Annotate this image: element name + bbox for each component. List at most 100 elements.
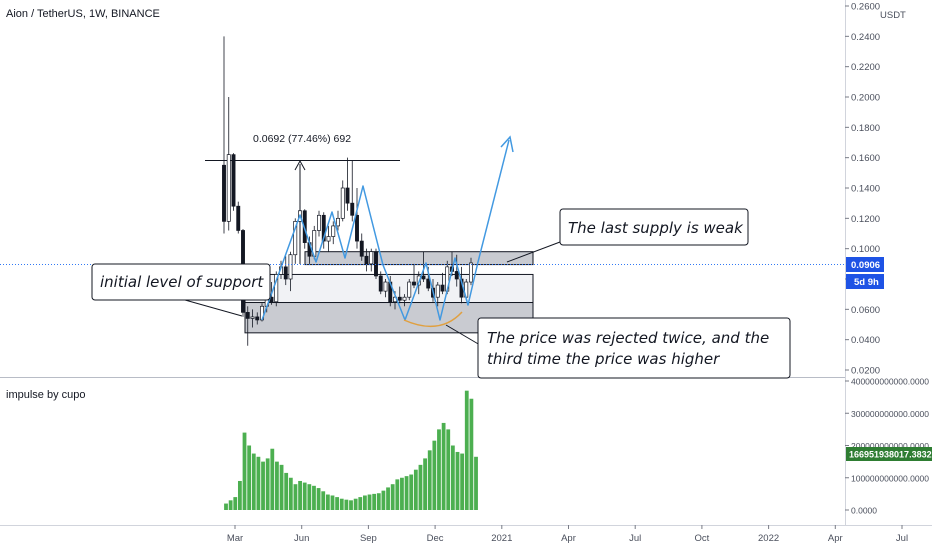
candle	[383, 281, 388, 292]
time-axis[interactable]: Mar Jun Sep Dec 2021 Apr Jul Oct 2022 Apr Jul	[227, 525, 908, 544]
callout-support-box	[91, 263, 271, 301]
indicator-bar	[455, 451, 460, 510]
price-tick-label: 0.0200	[851, 366, 880, 377]
indicator-value-badge: 166951938017.3832	[846, 447, 932, 461]
candle	[326, 236, 331, 242]
last-price-badge-bg	[846, 257, 884, 272]
candle	[350, 202, 355, 216]
price-tick-label: 0.1800	[851, 123, 880, 134]
indicator-bar	[335, 497, 340, 510]
indicator-bar	[432, 440, 437, 510]
indicator-bar	[265, 458, 270, 510]
candle	[250, 316, 255, 319]
indicator-bar	[381, 490, 386, 510]
callout-supply[interactable]: The last supply is weak	[506, 208, 749, 263]
candle	[426, 278, 431, 289]
indicator-bar	[386, 487, 390, 510]
indicator-bar	[298, 480, 302, 510]
indicator-bar	[256, 456, 261, 510]
indicator-bar	[284, 472, 289, 510]
candle	[222, 164, 226, 222]
time-tick-label: Sep	[360, 533, 377, 544]
indicator-bar	[321, 491, 326, 510]
indicator-bar	[325, 494, 330, 510]
candle	[317, 214, 321, 231]
countdown-badge: 5d 9h	[846, 274, 884, 289]
callout-rejection-line2: third time the price was higher	[487, 350, 720, 368]
indicator-bar	[275, 461, 279, 510]
indicator-bar	[437, 429, 441, 510]
chart-title: Aion / TetherUS, 1W, BINANCE	[6, 8, 160, 20]
indicator-bar	[367, 494, 372, 510]
candle	[407, 281, 412, 298]
candle	[255, 316, 260, 321]
indicator-bar	[358, 497, 363, 510]
indicator-bar	[418, 464, 423, 510]
candle	[359, 240, 364, 257]
callout-rejection-line1: The price was rejected twice, and the	[487, 329, 769, 347]
indicator-bar	[330, 495, 335, 510]
callout-supply-text: The last supply is weak	[568, 219, 744, 237]
candle	[364, 255, 369, 265]
candle	[374, 251, 378, 277]
indicator-bar	[460, 453, 465, 510]
time-tick-label: Jul	[896, 533, 908, 544]
indicator-bar	[353, 498, 358, 510]
indicator-bar	[261, 461, 265, 510]
indicator-tick-label: 400000000000.0000	[851, 377, 929, 387]
measure-tool[interactable]: 0.0692 (77.46%) 692	[205, 133, 400, 264]
candle	[274, 274, 279, 303]
indicator-bar	[349, 500, 353, 510]
callout-rejection-pointer	[445, 324, 481, 346]
projection-arrow-head	[500, 135, 514, 153]
indicator-axis[interactable]: 0.0000 100000000000.0000 200000000000.0000…	[845, 377, 929, 516]
price-tick-label: 0.0600	[851, 305, 880, 316]
indicator-bar	[376, 493, 381, 510]
candle	[402, 296, 407, 301]
candle	[378, 275, 383, 292]
indicator-bar	[464, 390, 469, 510]
time-tick-label: Dec	[427, 533, 444, 544]
currency-label: USDT	[880, 10, 906, 21]
price-tick-label: 0.2000	[851, 93, 880, 104]
indicator-bar	[316, 488, 321, 510]
zone-supply[interactable]	[304, 251, 534, 266]
indicator-bar	[372, 493, 377, 510]
indicator-bar	[474, 456, 478, 510]
price-tick-label: 0.2200	[851, 62, 880, 73]
candle	[355, 214, 359, 242]
candle	[236, 205, 241, 231]
indicator-bar	[469, 398, 474, 510]
last-price-value: 0.0906	[851, 260, 880, 271]
callout-rejection[interactable]: The price was rejected twice, and the th…	[445, 317, 791, 379]
price-tick-label: 0.1400	[851, 184, 880, 195]
callout-supply-pointer	[506, 241, 561, 263]
callout-rejection-box	[477, 317, 791, 379]
candle	[226, 154, 231, 222]
time-tick-label: Apr	[828, 533, 843, 544]
indicator-bar	[293, 484, 298, 510]
indicator-bar	[247, 445, 252, 510]
indicator-last-value: 166951938017.3832	[849, 450, 932, 460]
indicator-bar	[251, 453, 256, 510]
callout-supply-box	[559, 208, 749, 246]
indicator-bar	[224, 503, 228, 510]
price-tick-label: 0.1600	[851, 153, 880, 164]
time-tick-label: Oct	[695, 533, 710, 544]
indicator-tick-label: 0.0000	[851, 506, 877, 516]
indicator-bar	[409, 474, 414, 510]
indicator-bar	[427, 450, 432, 510]
measure-arrow-head	[294, 159, 306, 171]
countdown-value: 5d 9h	[854, 277, 879, 288]
candle	[245, 312, 250, 319]
indicator-bar	[400, 477, 404, 510]
indicator-bar	[446, 429, 451, 510]
candle	[231, 154, 236, 207]
indicator-tick-label: 100000000000.0000	[851, 473, 929, 483]
indicator-bar	[302, 482, 307, 510]
candle	[469, 262, 473, 283]
callout-support[interactable]: initial level of support	[91, 263, 271, 317]
price-tick-label: 0.2400	[851, 32, 880, 43]
indicator-bar	[344, 499, 349, 510]
